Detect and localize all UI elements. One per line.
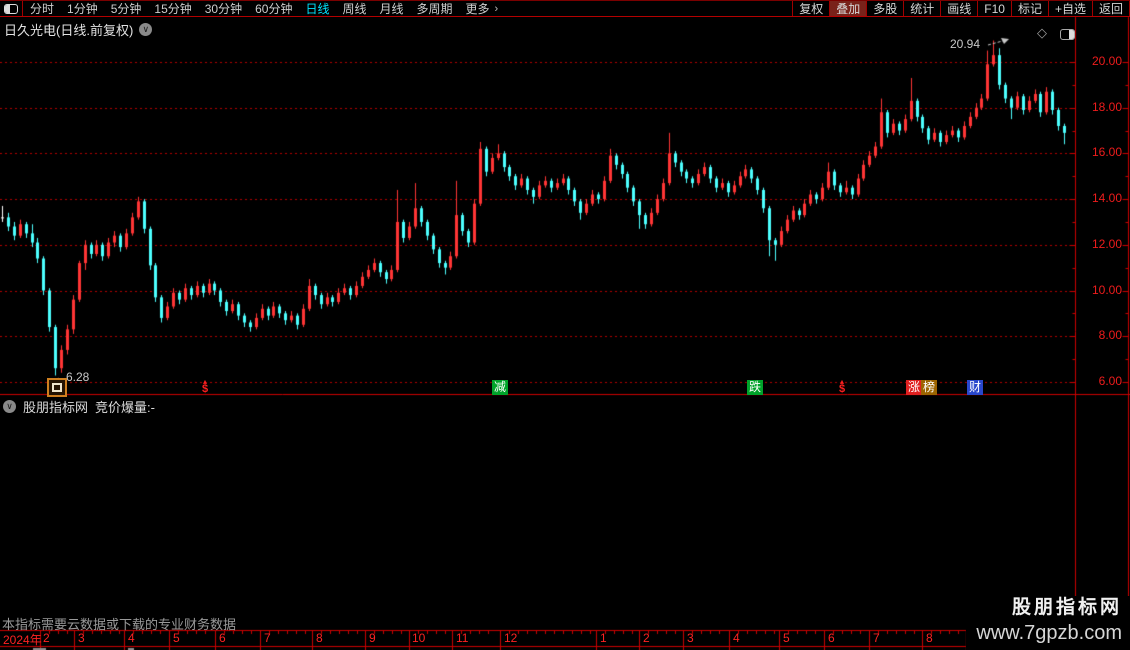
watermark: 股朋指标网 www.7gpzb.com (966, 596, 1130, 650)
date-axis-label: 9 (369, 631, 376, 645)
date-axis-label: 2 (643, 631, 650, 645)
status-bar-text: 本指标需要云数据或下载的专业财务数据 (2, 617, 237, 632)
period-tab-10[interactable]: 更多 (465, 2, 490, 16)
period-tab-2[interactable]: 5分钟 (110, 2, 142, 16)
price-axis-label: 12.00 (1091, 236, 1122, 251)
split-panes-icon (4, 3, 18, 14)
period-tab-8[interactable]: 月线 (379, 2, 404, 16)
date-axis-label: 6 (828, 631, 835, 645)
high-price-annotation: 20.94 (950, 37, 981, 51)
date-axis-label: 3 (687, 631, 694, 645)
price-axis-label: 8.00 (1098, 328, 1122, 343)
date-axis-label: 4 (733, 631, 740, 645)
signal-marker-1[interactable]: ▴ $ (202, 377, 209, 395)
hui-marker-inner (52, 383, 62, 392)
indicator-value-label: 竞价爆量:- (95, 400, 155, 415)
diamond-icon[interactable]: ◇ (1037, 25, 1047, 40)
date-axis-label: 7 (873, 631, 880, 645)
tool-button-7[interactable]: +自选 (1047, 1, 1092, 16)
price-axis-label: 6.00 (1098, 373, 1122, 388)
date-axis-label: 8 (316, 631, 323, 645)
tool-button-0[interactable]: 复权 (792, 1, 829, 16)
right-toolbar: 复权 叠加 多股 统计 画线 F10 标记 +自选 返回 (792, 1, 1130, 16)
tool-button-4[interactable]: 画线 (940, 1, 977, 16)
tool-button-5[interactable]: F10 (977, 1, 1011, 16)
period-tab-9[interactable]: 多周期 (416, 2, 453, 16)
date-axis-label: 11 (456, 631, 469, 645)
period-tab-7[interactable]: 周线 (342, 2, 367, 16)
price-axis-label: 20.00 (1091, 54, 1122, 68)
watermark-url: www.7gpzb.com (976, 622, 1122, 644)
pane-switch-icon[interactable] (1060, 27, 1075, 45)
period-tab-1[interactable]: 1分钟 (67, 2, 98, 16)
date-axis-label: 7 (264, 631, 271, 645)
indicator-source-label: 股朋指标网 (23, 400, 89, 415)
title-dropdown-icon[interactable]: ∨ (139, 23, 153, 36)
price-axis-label: 14.00 (1091, 191, 1122, 206)
period-tab-6[interactable]: 日线 (305, 2, 330, 16)
date-axis-label: 5 (783, 631, 790, 645)
period-tab-0[interactable]: 分时 (30, 2, 55, 16)
signal-marker-4[interactable]: ▴ $ (839, 377, 846, 395)
price-axis-label: 18.00 (1091, 99, 1122, 114)
tool-button-1[interactable]: 叠加 (829, 1, 867, 16)
price-axis-label: 10.00 (1091, 282, 1122, 297)
period-tab-4[interactable]: 30分钟 (204, 2, 243, 16)
tool-button-3[interactable]: 统计 (903, 1, 940, 16)
tool-button-8[interactable]: 返回 (1091, 1, 1129, 16)
tool-button-6[interactable]: 标记 (1010, 1, 1048, 16)
chart-title-row: 日久光电(日线.前复权) ∨ (4, 20, 153, 39)
date-axis-label: 10 (412, 631, 426, 645)
signal-marker-7[interactable]: 财 (967, 380, 983, 395)
date-axis-label: 2 (43, 631, 50, 645)
signal-marker-2[interactable]: 减 (492, 380, 508, 395)
date-axis-label: 4 (128, 631, 135, 645)
date-axis-label: 12 (504, 631, 518, 645)
date-axis-label: 5 (173, 631, 180, 645)
top-toolbar: 分时 1分钟 5分钟 15分钟 30分钟 60分钟 日线 周线 月线 多周期 更多 › 复权 叠加 多股统… (0, 0, 1130, 17)
date-axis-label: 1 (600, 631, 607, 645)
chart-title: 日久光电(日线.前复权) (4, 23, 134, 38)
subpanel-dropdown-icon[interactable]: ∨ (3, 400, 16, 413)
watermark-site-name: 股朋指标网 (1011, 597, 1122, 618)
signal-marker-3[interactable]: 跌 (747, 380, 763, 395)
signal-marker-5[interactable]: 涨 (906, 380, 922, 395)
period-menu: 分时 1分钟 5分钟 15分钟 30分钟 60分钟 日线 周线 月线 多周期 更多 › (30, 0, 498, 17)
date-axis-label: 3 (78, 631, 85, 645)
tool-button-2[interactable]: 多股 (866, 1, 903, 16)
date-axis-label: 2024年 (3, 633, 42, 647)
price-axis-label: 16.00 (1091, 145, 1122, 160)
layout-icon-box[interactable] (0, 1, 23, 16)
date-axis-label: 6 (219, 631, 226, 645)
subpanel-header: ∨ 股朋指标网 竞价爆量:- (3, 397, 155, 416)
more-arrow-icon[interactable]: › (494, 2, 499, 15)
period-tab-5[interactable]: 60分钟 (255, 2, 293, 16)
hui-marker-icon[interactable] (47, 378, 67, 397)
period-tab-3[interactable]: 15分钟 (154, 2, 192, 16)
date-axis-label: 8 (926, 631, 933, 645)
signal-marker-6[interactable]: 榜 (921, 380, 937, 395)
